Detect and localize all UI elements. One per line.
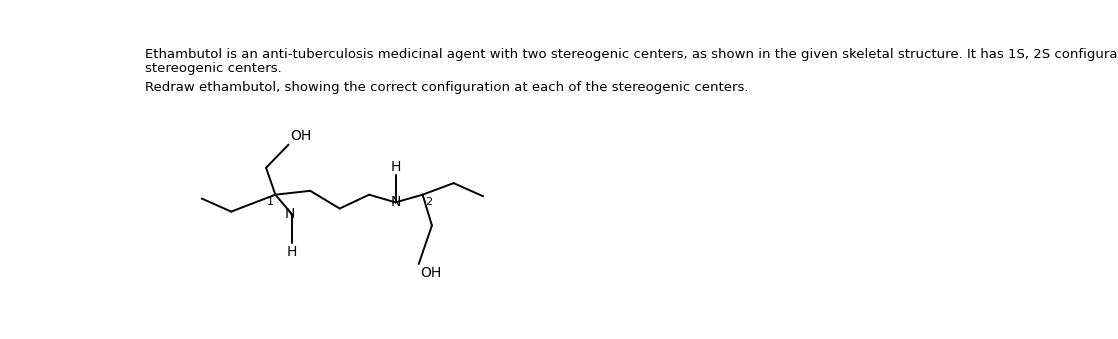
Text: OH: OH <box>420 265 442 280</box>
Text: Ethambutol is an anti-tuberculosis medicinal agent with two stereogenic centers,: Ethambutol is an anti-tuberculosis medic… <box>145 48 1118 61</box>
Text: Redraw ethambutol, showing the correct configuration at each of the stereogenic : Redraw ethambutol, showing the correct c… <box>145 81 749 94</box>
Text: H: H <box>286 245 297 259</box>
Text: 1: 1 <box>267 197 274 207</box>
Text: N: N <box>285 207 295 221</box>
Text: H: H <box>390 160 400 174</box>
Text: OH: OH <box>290 129 311 143</box>
Text: stereogenic centers.: stereogenic centers. <box>145 62 282 75</box>
Text: N: N <box>390 195 400 210</box>
Text: 2: 2 <box>425 197 433 207</box>
